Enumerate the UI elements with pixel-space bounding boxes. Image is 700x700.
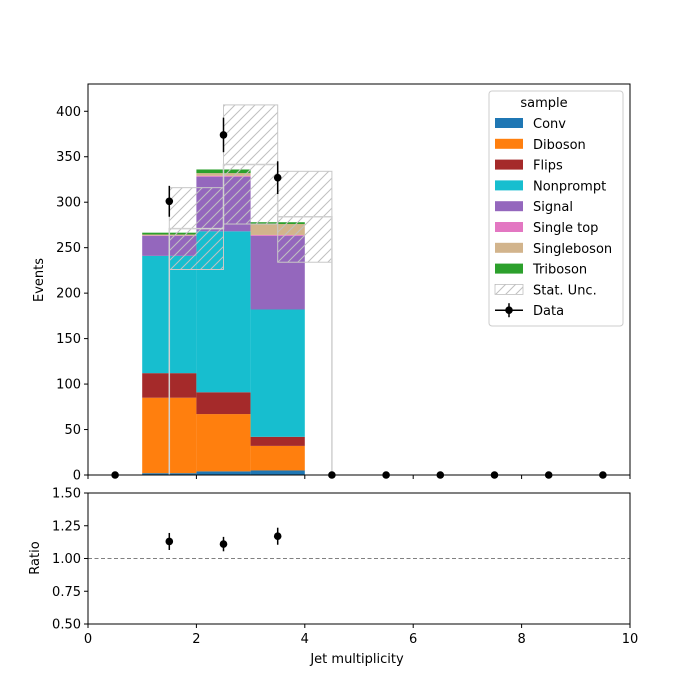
legend-label-signal: Signal — [533, 200, 573, 215]
legend-label-diboson: Diboson — [533, 138, 586, 153]
x-tick-label-0: 0 — [84, 632, 92, 647]
legend-swatch-nonprompt — [495, 180, 523, 191]
data-point-3 — [273, 173, 282, 182]
y-tick-label-350: 350 — [56, 150, 81, 165]
ratio-y-tick-label-1.25: 1.25 — [52, 519, 81, 534]
legend-swatch-single-top — [495, 222, 523, 232]
legend-swatch-stat-unc — [494, 283, 524, 295]
legend-swatch-singleboson — [495, 242, 523, 253]
y-tick-label-250: 250 — [56, 241, 81, 256]
legend-label-data: Data — [533, 304, 564, 319]
legend-swatch-flips — [495, 159, 523, 170]
ratio-y-tick-label-0.75: 0.75 — [52, 585, 81, 600]
x-tick-label-4: 4 — [301, 632, 309, 647]
y-tick-label-200: 200 — [56, 287, 81, 302]
y-tick-label-50: 50 — [64, 423, 81, 438]
bar-flips-bin-3 — [250, 436, 305, 446]
ratio-axes: 0.50 0.75 1.00 1.25 1.50 0 2 4 6 8 10 — [52, 487, 638, 648]
legend-title: sample — [520, 96, 567, 111]
y-axis-label: Events — [32, 258, 47, 302]
legend-label-conv: Conv — [533, 117, 566, 132]
x-tick-label-10: 10 — [622, 632, 639, 647]
data-point-1 — [165, 197, 174, 206]
legend-label-flips: Flips — [533, 159, 563, 174]
stat-unc-band — [168, 104, 333, 475]
bar-diboson-bin-2 — [196, 414, 251, 472]
legend-label-triboson: Triboson — [532, 263, 587, 278]
y-tick-label-150: 150 — [56, 332, 81, 347]
ratio-y-tick-label-1.00: 1.00 — [52, 552, 81, 567]
bar-nonprompt-bin-3 — [250, 309, 305, 437]
ratio-point-2 — [273, 532, 282, 541]
y-tick-label-100: 100 — [56, 378, 81, 393]
x-axis-label: Jet multiplicity — [309, 652, 404, 667]
legend-label-nonprompt: Nonprompt — [533, 179, 606, 194]
bar-conv-bin-2 — [196, 471, 251, 475]
y-tick-label-400: 400 — [56, 105, 81, 120]
ratio-points — [88, 527, 630, 559]
bar-diboson-bin-3 — [250, 445, 305, 471]
x-tick-label-6: 6 — [409, 632, 417, 647]
legend-data-marker — [505, 306, 513, 315]
x-tick-label-8: 8 — [517, 632, 525, 647]
y-tick-label-0: 0 — [73, 469, 81, 484]
bar-flips-bin-2 — [196, 392, 251, 415]
ratio-y-tick-label-1.50: 1.50 — [52, 487, 81, 502]
main-axes: 0 50 100 150 200 250 300 350 400 — [56, 83, 631, 484]
legend: sample Conv Diboson Flips Nonprompt Signal Sin… — [488, 90, 624, 327]
legend-swatch-signal — [495, 201, 523, 212]
bar-conv-bin-3 — [250, 470, 305, 475]
legend-label-stat-unc: Stat. Unc. — [533, 283, 597, 298]
main-plot-frame — [87, 83, 631, 476]
legend-swatch-triboson — [495, 263, 523, 274]
legend-swatch-diboson — [495, 138, 523, 149]
ratio-point-0 — [165, 537, 174, 546]
x-tick-label-2: 2 — [192, 632, 200, 647]
ratio-point-1 — [219, 540, 228, 548]
legend-label-singleboson: Singleboson — [533, 242, 612, 257]
prediction-outline — [168, 163, 333, 475]
y-tick-label-300: 300 — [56, 196, 81, 211]
ratio-y-tick-label-0.50: 0.50 — [52, 618, 81, 633]
legend-label-single-top: Single top — [533, 221, 598, 236]
data-point-2 — [219, 131, 228, 139]
legend-swatch-conv — [495, 118, 523, 128]
ratio-y-axis-label: Ratio — [28, 541, 43, 574]
